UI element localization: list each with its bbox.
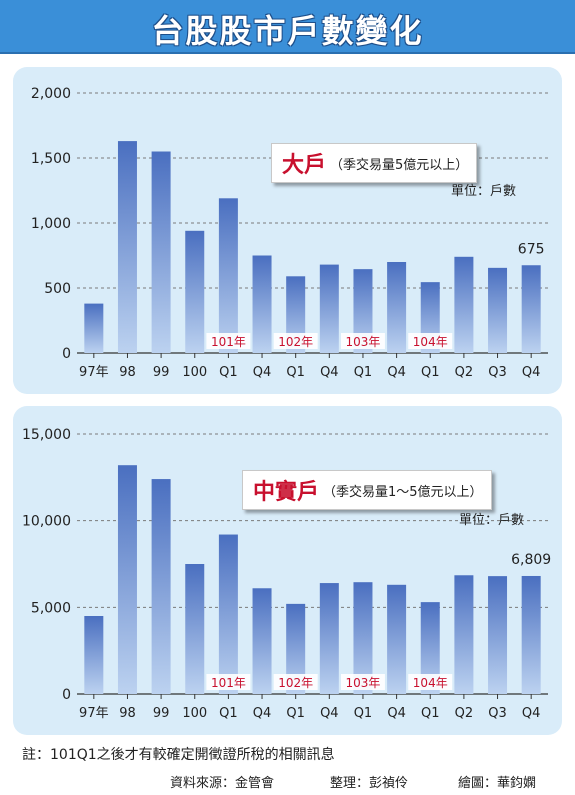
credit-illustrator: 繪圖：華鈞嫻 xyxy=(458,776,537,791)
bar xyxy=(488,267,508,353)
x-tick-label: Q4 xyxy=(387,706,406,721)
x-tick-label: Q3 xyxy=(488,365,507,380)
x-tick-label: Q1 xyxy=(354,365,373,380)
bar xyxy=(286,603,306,694)
bar xyxy=(319,583,339,694)
bar xyxy=(488,576,508,694)
x-tick-label: Q4 xyxy=(320,706,339,721)
y-tick-label: 0 xyxy=(62,346,71,362)
year-marker-bg xyxy=(206,333,251,349)
bar xyxy=(218,534,238,694)
bar xyxy=(387,262,407,353)
year-marker-label: 101年 xyxy=(211,335,246,349)
year-marker-label: 102年 xyxy=(278,335,313,349)
x-tick-label: Q4 xyxy=(320,365,339,380)
legend-medium-investors: 中實戶 （季交易量1～5億元以上） xyxy=(242,470,492,510)
year-marker-label: 104年 xyxy=(413,676,448,690)
bar xyxy=(420,602,440,694)
footnote: 註：101Q1之後才有較確定開徵證所稅的相關訊息 xyxy=(22,747,335,763)
bar xyxy=(387,584,407,694)
y-tick-label: 15,000 xyxy=(22,427,71,443)
title-bar: 台股股市戶數變化 xyxy=(0,0,575,54)
legend-sub-label: （季交易量1～5億元以上） xyxy=(323,484,483,500)
bar xyxy=(151,479,171,694)
bar xyxy=(218,198,238,353)
unit-label: 單位：戶數 xyxy=(451,184,517,199)
year-marker-label: 101年 xyxy=(211,676,246,690)
year-marker-label: 102年 xyxy=(278,676,313,690)
x-tick-label: 100 xyxy=(182,706,207,721)
x-tick-label: 97年 xyxy=(79,365,109,380)
year-marker-label: 103年 xyxy=(346,335,381,349)
credit-source: 資料來源：金管會 xyxy=(170,776,275,791)
x-tick-label: Q1 xyxy=(421,365,440,380)
value-label: 675 xyxy=(518,241,545,257)
x-tick-label: Q3 xyxy=(488,706,507,721)
y-tick-label: 1,000 xyxy=(31,216,71,232)
chart-title: 台股股市戶數變化 xyxy=(151,12,424,50)
bar xyxy=(252,255,272,353)
year-marker-bg xyxy=(408,333,453,349)
bar xyxy=(185,230,205,353)
legend-main-label: 中實戶 xyxy=(253,480,320,505)
x-tick-label: Q4 xyxy=(387,365,406,380)
x-tick-label: Q1 xyxy=(286,706,305,721)
x-tick-label: 99 xyxy=(153,706,170,721)
year-marker-bg xyxy=(408,674,453,690)
chart-large-investors: 0 500 1,000 1,500 2,000 97年 98 99 100 Q1 Q4 Q1 Q4 Q1 Q… xyxy=(31,86,548,380)
y-tick-label: 2,000 xyxy=(31,86,71,102)
x-tick-label: Q2 xyxy=(455,706,474,721)
legend-sub-label: （季交易量5億元以上） xyxy=(330,157,469,173)
year-marker-bg xyxy=(206,674,251,690)
x-tick-label: Q4 xyxy=(253,365,272,380)
unit-label: 單位：戶數 xyxy=(459,513,525,528)
year-marker-bg xyxy=(340,674,385,690)
bar xyxy=(454,575,474,694)
bar xyxy=(84,303,104,353)
value-label: 6,809 xyxy=(511,552,551,568)
panel-medium-investors: 0 5,000 10,000 15,000 97年 98 99 100 Q1 Q4 Q1 Q4 Q1 Q4… xyxy=(13,406,562,735)
bar xyxy=(84,616,104,694)
y-tick-label: 5,000 xyxy=(31,600,71,616)
x-tick-label: 99 xyxy=(153,365,170,380)
x-tick-label: Q1 xyxy=(421,706,440,721)
year-marker-bg xyxy=(273,333,318,349)
year-marker-bg xyxy=(340,333,385,349)
bar xyxy=(117,465,137,694)
bar xyxy=(353,269,373,353)
year-marker-label: 103年 xyxy=(346,676,381,690)
panel-large-investors: 0 500 1,000 1,500 2,000 97年 98 99 100 Q1 Q4 Q1 Q4 Q1 Q… xyxy=(13,67,562,394)
y-tick-label: 0 xyxy=(62,687,71,703)
y-tick-label: 10,000 xyxy=(22,514,71,530)
x-tick-label: Q2 xyxy=(455,365,474,380)
year-marker-bg xyxy=(273,674,318,690)
x-tick-label: Q4 xyxy=(253,706,272,721)
bar xyxy=(454,256,474,353)
legend-large-investors: 大戶 （季交易量5億元以上） xyxy=(271,143,478,183)
y-tick-label: 500 xyxy=(44,281,71,297)
bar xyxy=(353,582,373,694)
chart-medium-investors: 0 5,000 10,000 15,000 97年 98 99 100 Q1 Q4 Q1 Q4 Q1 Q4… xyxy=(22,427,551,721)
x-tick-label: Q4 xyxy=(522,365,541,380)
x-tick-label: 100 xyxy=(182,365,207,380)
bar xyxy=(117,141,137,353)
credit-organizer: 整理：彭禎伶 xyxy=(330,776,409,791)
x-tick-label: Q1 xyxy=(219,365,238,380)
bar xyxy=(252,588,272,694)
bar xyxy=(319,264,339,353)
x-tick-label: 97年 xyxy=(79,706,109,721)
bar xyxy=(521,265,541,353)
y-tick-label: 1,500 xyxy=(31,151,71,167)
bar xyxy=(151,151,171,353)
legend-main-label: 大戶 xyxy=(282,153,327,178)
x-tick-label: Q1 xyxy=(354,706,373,721)
bar xyxy=(185,564,205,694)
year-marker-label: 104年 xyxy=(413,335,448,349)
bar xyxy=(521,575,541,694)
x-tick-label: 98 xyxy=(119,365,136,380)
x-tick-label: 98 xyxy=(119,706,136,721)
x-tick-label: Q4 xyxy=(522,706,541,721)
x-tick-label: Q1 xyxy=(219,706,238,721)
x-tick-label: Q1 xyxy=(286,365,305,380)
